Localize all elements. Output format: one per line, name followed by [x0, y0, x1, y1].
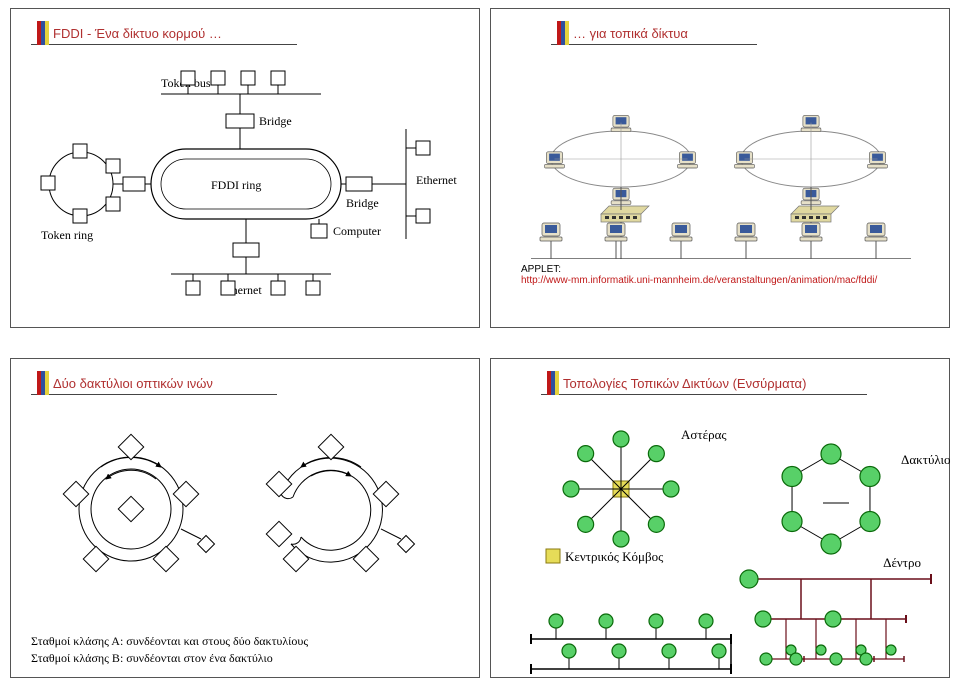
panel-fddi-backbone: FDDI - Ένα δίκτυο κορμού … FDDI ring Tok… [10, 8, 480, 328]
bridge-top-label: Bridge [259, 114, 292, 128]
bridge-right-label: Bridge [346, 196, 379, 210]
stripe-icon [565, 21, 569, 45]
left-ring-stations [63, 434, 214, 571]
applet-info: APPLET: http://www-mm.informatik.uni-man… [521, 264, 877, 286]
svg-text:Δακτύλιος: Δακτύλιος [901, 452, 951, 467]
panel-title: … για τοπικά δίκτυα [573, 26, 688, 41]
panel-title: Δύο δακτύλιοι οπτικών ινών [53, 376, 213, 391]
topologies-diagram: ΑστέραςΚεντρικός ΚόμβοςΔακτύλιοςΔίαυλοςΔ… [491, 399, 951, 679]
fddi-ring-label: FDDI ring [211, 178, 261, 192]
ring-nodes [41, 144, 120, 223]
applet-label: APPLET: [521, 264, 877, 275]
stripe-icon [45, 21, 49, 45]
panel-topologies: Τοπολογίες Τοπικών Δικτύων (Ενσύρματα) Α… [490, 358, 950, 678]
lan-diagram [491, 49, 951, 259]
computer-label: Computer [333, 224, 381, 238]
panel-title: FDDI - Ένα δίκτυο κορμού … [53, 26, 222, 41]
title-bar: FDDI - Ένα δίκτυο κορμού … [31, 21, 297, 45]
svg-text:Κεντρικός Κόμβος: Κεντρικός Κόμβος [565, 549, 664, 564]
title-bar: Τοπολογίες Τοπικών Δικτύων (Ενσύρματα) [541, 371, 867, 395]
token-ring-label: Token ring [41, 228, 93, 242]
class-b-note: Σταθμοί κλάσης Β: συνδέονται στον ένα δα… [31, 651, 273, 666]
title-bar: Δύο δακτύλιοι οπτικών ινών [31, 371, 277, 395]
stripe-icon [555, 371, 559, 395]
fddi-diagram: FDDI ring Token bus Bridge Token ring [11, 49, 481, 329]
applet-link[interactable]: http://www-mm.informatik.uni-mannheim.de… [521, 275, 877, 286]
title-bar: … για τοπικά δίκτυα [551, 21, 757, 45]
class-a-note: Σταθμοί κλάσης Α: συνδέονται και στους δ… [31, 634, 308, 649]
svg-text:Αστέρας: Αστέρας [681, 427, 727, 442]
panel-title: Τοπολογίες Τοπικών Δικτύων (Ενσύρματα) [563, 376, 806, 391]
dual-ring-diagram [11, 399, 481, 629]
right-ring-stations [266, 434, 414, 571]
ethernet-right-label: Ethernet [416, 173, 457, 187]
panel-dual-ring: Δύο δακτύλιοι οπτικών ινών [10, 358, 480, 678]
stripe-icon [45, 371, 49, 395]
svg-text:Δέντρο: Δέντρο [883, 555, 921, 570]
panel-local-networks: … για τοπικά δίκτυα APPLET: http://www-m… [490, 8, 950, 328]
